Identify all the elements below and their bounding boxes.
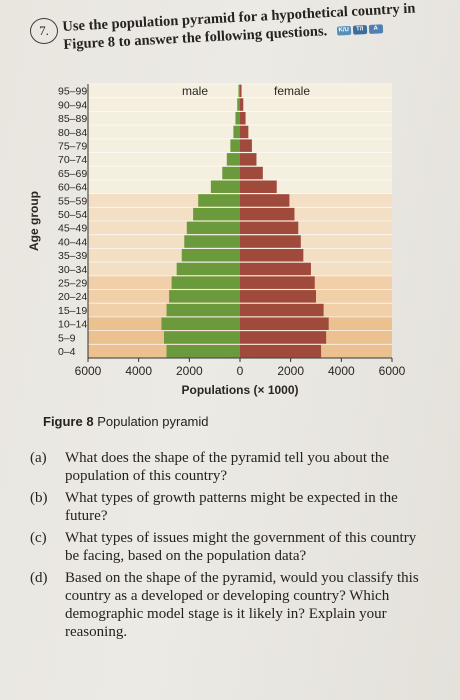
male-bar	[226, 153, 240, 166]
skill-badge-ku: K/U	[336, 26, 352, 36]
female-bar	[240, 303, 324, 317]
y-tick-label: 60–64	[58, 182, 87, 194]
x-tick-label: 4000	[125, 364, 152, 378]
female-bar	[240, 139, 252, 152]
x-tick-label: 4000	[328, 364, 355, 378]
female-bar	[240, 207, 295, 221]
series-label-male: male	[182, 84, 208, 98]
y-tick-label: 25–29	[58, 277, 87, 289]
y-tick-label: 65–69	[58, 168, 87, 180]
male-bar	[171, 276, 240, 289]
y-tick-label: 40–44	[58, 236, 87, 248]
female-bar	[240, 194, 290, 207]
x-tick-label: 2000	[277, 364, 304, 378]
y-tick-label: 0–4	[58, 346, 76, 358]
female-bar	[240, 84, 242, 98]
question-text: What does the shape of the pyramid tell …	[65, 450, 390, 484]
y-tick-label: 20–24	[58, 291, 87, 303]
female-bar	[240, 180, 277, 193]
male-bar	[169, 290, 240, 303]
series-label-female: female	[274, 84, 310, 98]
x-tick-label: 2000	[176, 364, 203, 378]
question-item-b: (b) What types of growth patterns might …	[30, 489, 430, 525]
female-bar	[240, 344, 322, 358]
male-bar	[181, 249, 240, 262]
female-bar	[240, 276, 315, 289]
x-tick-label: 6000	[75, 364, 102, 378]
question-item-a: (a) What does the shape of the pyramid t…	[30, 449, 430, 485]
male-bar	[237, 98, 240, 111]
figure-caption-text: Population pyramid	[97, 414, 209, 429]
y-tick-label: 70–74	[58, 154, 87, 166]
y-tick-label: 5–9	[58, 332, 76, 344]
question-prompt: Use the population pyramid for a hypothe…	[62, 0, 433, 54]
male-bar	[161, 317, 240, 330]
skill-badge-ti: T/I	[352, 25, 368, 35]
y-tick-label: 10–14	[58, 319, 87, 331]
question-text: Based on the shape of the pyramid, would…	[65, 570, 419, 640]
question-label: (a)	[30, 450, 47, 466]
y-tick-label: 45–49	[58, 223, 87, 235]
y-axis-title: Age group	[27, 191, 41, 251]
y-tick-label: 15–19	[58, 305, 87, 317]
male-bar	[184, 235, 240, 248]
male-bar	[235, 112, 240, 125]
x-tick-label: 6000	[379, 364, 406, 378]
figure-label: Figure 8	[43, 414, 94, 429]
female-bar	[240, 153, 257, 166]
y-tick-label: 95–99	[58, 86, 87, 98]
y-tick-label: 35–39	[58, 250, 87, 262]
y-tick-label: 30–34	[58, 264, 87, 276]
question-text: What types of growth patterns might be e…	[65, 490, 398, 524]
male-bar	[176, 262, 240, 276]
question-item-d: (d) Based on the shape of the pyramid, w…	[30, 569, 430, 641]
question-text: What types of issues might the governmen…	[65, 530, 417, 564]
male-bar	[198, 194, 240, 207]
female-bar	[240, 125, 249, 139]
female-bar	[240, 235, 301, 248]
y-tick-label: 85–89	[58, 113, 87, 125]
y-tick-label: 55–59	[58, 195, 87, 207]
x-tick-label: 0	[237, 364, 244, 378]
question-label: (d)	[30, 570, 48, 586]
male-bar	[193, 207, 240, 221]
female-bar	[240, 98, 244, 111]
skill-badge-a: A	[368, 24, 383, 35]
female-bar	[240, 262, 311, 276]
female-bar	[240, 331, 327, 344]
female-bar	[240, 317, 329, 330]
female-bar	[240, 290, 316, 303]
male-bar	[210, 180, 240, 193]
male-bar	[186, 221, 240, 235]
y-tick-label: 50–54	[58, 209, 87, 221]
male-bar	[233, 125, 240, 139]
male-bar	[166, 344, 240, 358]
female-bar	[240, 166, 263, 180]
figure-caption: Figure 8 Population pyramid	[43, 414, 209, 429]
question-item-c: (c) What types of issues might the gover…	[30, 529, 430, 565]
male-bar	[222, 166, 240, 180]
y-tick-label: 80–84	[58, 127, 87, 139]
x-axis-title: Populations (× 1000)	[181, 383, 298, 397]
female-bar	[240, 112, 246, 125]
skill-badges: K/U T/I A	[336, 24, 383, 36]
y-tick-label: 90–94	[58, 99, 87, 111]
male-bar	[166, 303, 240, 317]
question-label: (c)	[30, 530, 47, 546]
question-list: (a) What does the shape of the pyramid t…	[30, 449, 430, 645]
question-number: 7.	[30, 18, 58, 44]
male-bar	[230, 139, 240, 152]
question-label: (b)	[30, 490, 48, 506]
male-bar	[164, 331, 240, 344]
female-bar	[240, 221, 299, 235]
y-tick-label: 75–79	[58, 140, 87, 152]
male-bar	[238, 84, 240, 98]
female-bar	[240, 249, 304, 262]
